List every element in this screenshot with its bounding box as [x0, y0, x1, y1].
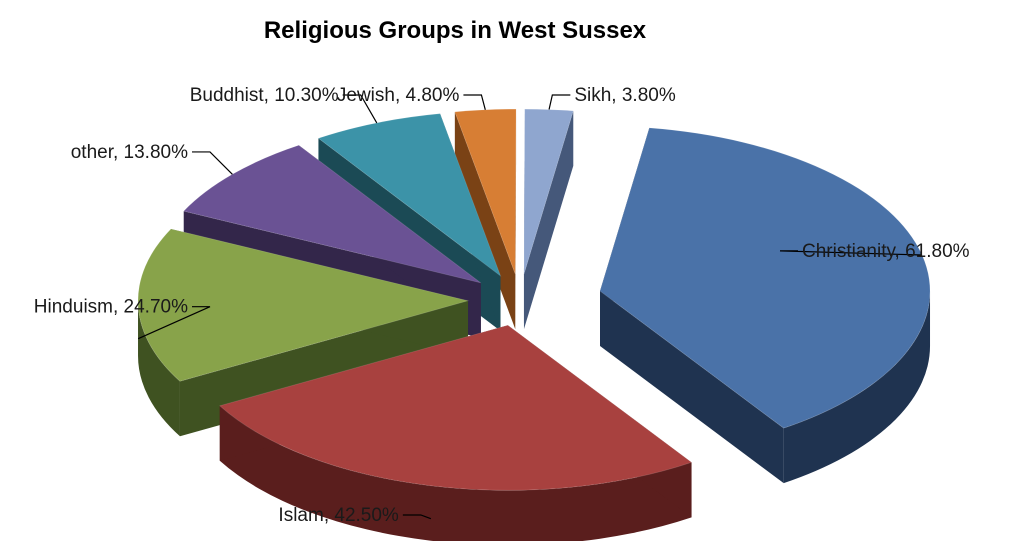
leader-line-other [192, 151, 233, 175]
leader-line-jewish [463, 94, 486, 110]
slice-side-islam [219, 405, 692, 541]
chart-title: Religious Groups in West Sussex [264, 17, 647, 44]
leaders-layer [137, 94, 923, 520]
data-label-islam: Islam, 42.50% [278, 505, 398, 526]
slice-side-christianity [783, 291, 931, 484]
slice-islam [218, 324, 693, 541]
data-label-other: other, 13.80% [71, 142, 188, 163]
slice-christianity [599, 127, 931, 484]
leader-line-sikh [548, 94, 571, 110]
slice-top-islam [218, 324, 693, 491]
slice-edge-christianity-1 [600, 291, 784, 484]
data-label-sikh: Sikh, 3.80% [574, 85, 675, 106]
data-label-jewish: Jewish, 4.80% [337, 85, 460, 106]
leader-line-christianity [779, 250, 923, 256]
slice-sikh [523, 108, 574, 330]
leader-line-hinduism [137, 306, 211, 340]
slices-layer [137, 108, 931, 541]
leader-line-buddhist [342, 94, 378, 124]
labels-layer: Christianity, 61.80% Islam, 42.50% Hinduis… [34, 85, 970, 526]
leader-line-islam [402, 514, 432, 520]
slice-top-sikh [523, 108, 574, 275]
data-label-hinduism: Hinduism, 24.70% [34, 297, 188, 318]
slice-edge-jewish-1 [515, 109, 517, 330]
slice-side-hinduism [138, 300, 180, 437]
slice-top-buddhist [317, 113, 502, 278]
slice-edge-sikh-1 [523, 110, 574, 330]
data-label-christianity: Christianity, 61.80% [802, 241, 970, 262]
slice-jewish [454, 108, 517, 330]
slice-edge-jewish-0 [454, 111, 516, 330]
data-label-buddhist: Buddhist, 10.30% [190, 85, 339, 106]
slice-top-jewish [454, 108, 517, 275]
slice-top-hinduism [137, 228, 470, 382]
